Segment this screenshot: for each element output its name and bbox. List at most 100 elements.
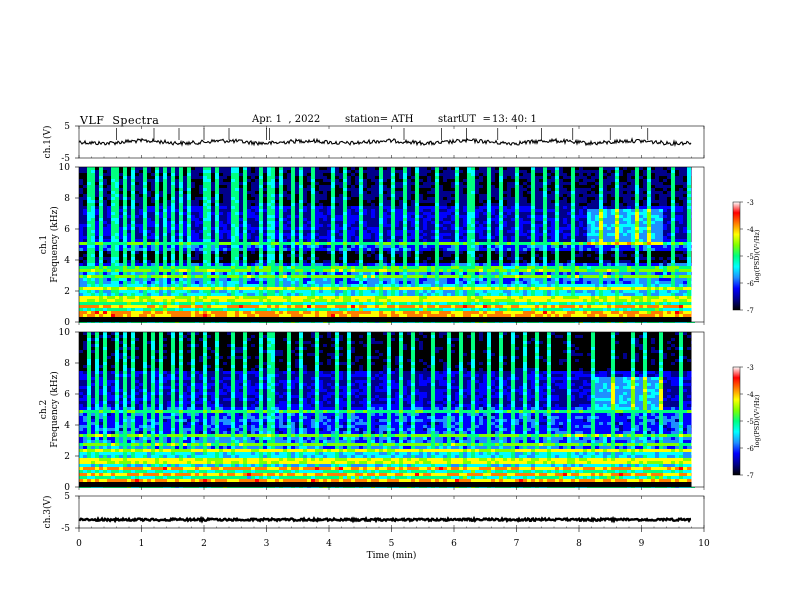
heatmap-cell xyxy=(155,251,159,254)
heatmap-cell xyxy=(423,233,427,236)
heatmap-cell xyxy=(543,254,547,257)
heatmap-cell xyxy=(127,233,131,236)
heatmap-cell xyxy=(567,191,571,194)
heatmap-cell xyxy=(251,185,255,188)
heatmap-cell xyxy=(619,236,623,239)
heatmap-cell xyxy=(499,260,503,263)
heatmap-cell xyxy=(87,242,91,245)
heatmap-cell xyxy=(255,224,259,227)
heatmap-cell xyxy=(207,236,211,239)
heatmap-cell xyxy=(223,194,227,197)
heatmap-cell xyxy=(243,257,247,260)
heatmap-cell xyxy=(119,239,123,242)
heatmap-cell xyxy=(79,206,83,209)
heatmap-cell xyxy=(183,200,187,203)
heatmap-cell xyxy=(531,209,535,212)
heatmap-cell xyxy=(591,245,595,248)
heatmap-cell xyxy=(239,239,243,242)
heatmap-cell xyxy=(503,254,507,257)
heatmap-cell xyxy=(583,236,587,239)
heatmap-cell xyxy=(91,170,95,173)
heatmap-cell xyxy=(163,233,167,236)
heatmap-cell xyxy=(431,254,435,257)
heatmap-cell xyxy=(223,224,227,227)
heatmap-cell xyxy=(283,194,287,197)
heatmap-cell xyxy=(231,179,235,182)
heatmap-cell xyxy=(107,233,111,236)
heatmap-cell xyxy=(351,254,355,257)
heatmap-cell xyxy=(167,197,171,200)
heatmap-cell xyxy=(351,227,355,230)
heatmap-cell xyxy=(383,209,387,212)
heatmap-cell xyxy=(527,239,531,242)
heatmap-cell xyxy=(371,254,375,257)
heatmap-cell xyxy=(383,197,387,200)
heatmap-cell xyxy=(163,179,167,182)
heatmap-cell xyxy=(419,188,423,191)
heatmap-cell xyxy=(103,176,107,179)
heatmap-cell xyxy=(663,176,667,179)
heatmap-cell xyxy=(127,227,131,230)
heatmap-cell xyxy=(683,182,687,185)
heatmap-cell xyxy=(295,218,299,221)
heatmap-cell xyxy=(515,179,519,182)
heatmap-cell xyxy=(671,218,675,221)
heatmap-cell xyxy=(635,227,639,230)
heatmap-cell xyxy=(183,185,187,188)
heatmap-cell xyxy=(595,185,599,188)
heatmap-cell xyxy=(99,185,103,188)
heatmap-cell xyxy=(667,251,671,254)
heatmap-cell xyxy=(279,215,283,218)
heatmap-cell xyxy=(383,215,387,218)
heatmap-cell xyxy=(187,215,191,218)
heatmap-cell xyxy=(467,200,471,203)
heatmap-cell xyxy=(515,239,519,242)
heatmap-cell xyxy=(351,173,355,176)
heatmap-cell xyxy=(283,233,287,236)
heatmap-cell xyxy=(343,245,347,248)
heatmap-cell xyxy=(191,230,195,233)
heatmap-cell xyxy=(335,173,339,176)
heatmap-cell xyxy=(235,221,239,224)
heatmap-cell xyxy=(223,215,227,218)
heatmap-cell xyxy=(203,173,207,176)
heatmap-cell xyxy=(643,200,647,203)
heatmap-cell xyxy=(215,254,219,257)
heatmap-cell xyxy=(627,212,631,215)
heatmap-cell xyxy=(319,233,323,236)
heatmap-cell xyxy=(575,194,579,197)
heatmap-cell xyxy=(627,215,631,218)
heatmap-cell xyxy=(683,206,687,209)
heatmap-cell xyxy=(215,173,219,176)
heatmap-cell xyxy=(667,170,671,173)
heatmap-cell xyxy=(407,218,411,221)
heatmap-cell xyxy=(243,185,247,188)
heatmap-cell xyxy=(399,248,403,251)
heatmap-cell xyxy=(295,236,299,239)
heatmap-cell xyxy=(87,188,91,191)
heatmap-cell xyxy=(555,233,559,236)
heatmap-cell xyxy=(671,227,675,230)
heatmap-cell xyxy=(599,176,603,179)
heatmap-cell xyxy=(407,260,411,263)
heatmap-cell xyxy=(343,185,347,188)
heatmap-cell xyxy=(115,215,119,218)
heatmap-cell xyxy=(107,251,111,254)
heatmap-cell xyxy=(515,248,519,251)
heatmap-cell xyxy=(399,176,403,179)
heatmap-cell xyxy=(395,203,399,206)
heatmap-cell xyxy=(99,212,103,215)
heatmap-cell xyxy=(347,242,351,245)
heatmap-cell xyxy=(123,185,127,188)
heatmap-cell xyxy=(167,212,171,215)
heatmap-cell xyxy=(567,218,571,221)
heatmap-cell xyxy=(631,173,635,176)
heatmap-cell xyxy=(651,245,655,248)
heatmap-cell xyxy=(487,209,491,212)
heatmap-cell xyxy=(139,218,143,221)
heatmap-cell xyxy=(395,176,399,179)
heatmap-cell xyxy=(219,194,223,197)
heatmap-cell xyxy=(283,227,287,230)
heatmap-cell xyxy=(483,242,487,245)
heatmap-cell xyxy=(451,203,455,206)
